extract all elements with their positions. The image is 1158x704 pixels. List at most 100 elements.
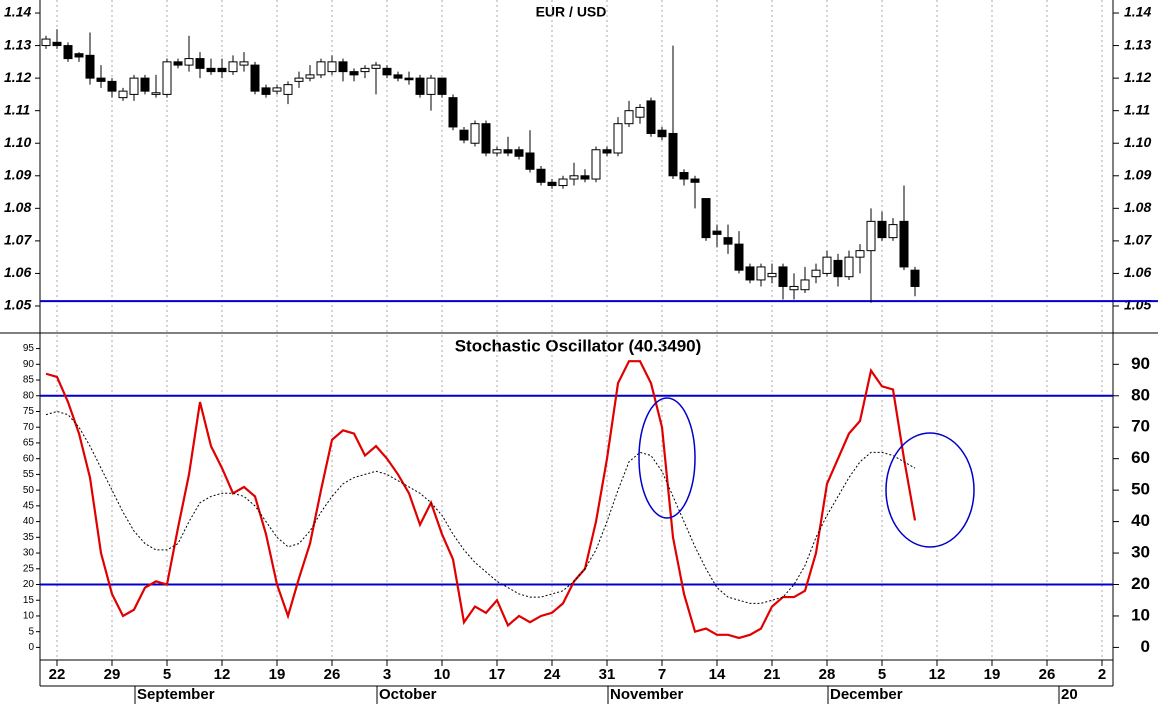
- month-label: October: [379, 686, 437, 703]
- y-tick-label: 25: [23, 563, 35, 574]
- y-tick-label: 55: [23, 469, 35, 480]
- candle-body: [668, 132, 678, 177]
- y-tick-label: 40: [23, 516, 35, 527]
- x-tick-label: 5: [163, 666, 171, 683]
- x-tick-label: 12: [214, 666, 231, 683]
- candle-body: [899, 220, 909, 268]
- month-label: December: [830, 686, 903, 703]
- candle-body: [646, 100, 656, 134]
- candle-body: [250, 64, 260, 92]
- candle-body: [228, 61, 238, 73]
- y-tick-label-right: 1.12: [1124, 69, 1151, 85]
- y-tick-label: 35: [23, 532, 35, 543]
- price-title: EUR / USD: [536, 4, 607, 20]
- x-tick-label: 14: [709, 666, 726, 683]
- candle-body: [349, 71, 359, 76]
- candle-body: [261, 87, 271, 95]
- y-tick-label: 0: [28, 642, 34, 653]
- y-tick-label: 1.12: [4, 69, 31, 85]
- oscillator-line: [45, 360, 917, 640]
- y2-tick-label: 0: [1141, 637, 1150, 656]
- y-tick-label: 1.08: [4, 199, 31, 215]
- x-tick-label: 2: [1098, 666, 1106, 683]
- x-tick-label: 31: [599, 666, 616, 683]
- y-tick-label: 75: [23, 406, 35, 417]
- candle-body: [96, 77, 106, 82]
- candle-body: [217, 67, 227, 73]
- y-tick-label: 65: [23, 438, 35, 449]
- candle-body: [52, 41, 62, 47]
- y-tick-label: 5: [28, 626, 34, 637]
- candle-body: [426, 77, 436, 95]
- highlight-circle: [638, 397, 696, 519]
- y-tick-label: 80: [23, 390, 35, 401]
- y-tick-label: 70: [23, 422, 35, 433]
- candle-body: [635, 106, 645, 118]
- x-tick-label: 28: [819, 666, 836, 683]
- x-tick-label: 17: [489, 666, 506, 683]
- candle-body: [283, 84, 293, 95]
- y-tick-label: 1.14: [4, 4, 31, 20]
- y-tick-label: 1.10: [4, 134, 31, 150]
- y2-tick-label: 70: [1131, 417, 1150, 436]
- month-label: September: [137, 686, 215, 703]
- candle-body: [294, 77, 304, 82]
- y-tick-label: 15: [23, 595, 35, 606]
- candle-body: [360, 67, 370, 73]
- y-tick-label: 50: [23, 485, 35, 496]
- candle-body: [767, 272, 777, 278]
- candle-body: [811, 269, 821, 278]
- y-tick-label: 60: [23, 453, 35, 464]
- candle-body: [492, 149, 502, 154]
- candle-body: [756, 266, 766, 281]
- y-tick-label: 1.11: [4, 101, 30, 117]
- candle-body: [833, 259, 843, 278]
- x-tick-label: 3: [383, 666, 391, 683]
- y-tick-label-right: 1.14: [1124, 4, 1151, 20]
- x-tick-label: 22: [49, 666, 66, 683]
- candle-body: [338, 61, 348, 73]
- candle-body: [525, 152, 535, 170]
- candle-body: [470, 123, 480, 144]
- candle-body: [206, 67, 216, 73]
- y2-tick-label: 90: [1131, 354, 1150, 373]
- candle-body: [745, 266, 755, 281]
- y-tick-label-right: 1.05: [1124, 297, 1151, 313]
- candle-body: [85, 54, 95, 79]
- candle-body: [305, 74, 315, 79]
- y-tick-label: 95: [23, 343, 35, 354]
- candle-body: [723, 237, 733, 245]
- y-tick-label: 1.06: [4, 264, 31, 280]
- candle-body: [712, 230, 722, 235]
- y-tick-label: 1.13: [4, 36, 31, 52]
- candle-body: [382, 67, 392, 76]
- candle-body: [118, 90, 128, 99]
- candle-body: [63, 45, 73, 60]
- candle-body: [536, 168, 546, 183]
- y-tick-label: 10: [23, 611, 35, 622]
- y2-tick-label: 60: [1131, 448, 1150, 467]
- plot-layer: 22 29 5 12 19 26 3 10 17 24 31 7 14 21 28 5 12 19 26 2 Septe…: [4, 0, 1158, 704]
- oscillator-line: [45, 410, 916, 604]
- candle-body: [371, 64, 381, 69]
- y-tick-label: 1.09: [4, 166, 31, 182]
- candle-body: [41, 38, 51, 47]
- candle-body: [393, 74, 403, 79]
- y-tick-label: 20: [23, 579, 35, 590]
- candle-body: [591, 149, 601, 180]
- x-tick-label: 29: [104, 666, 121, 683]
- candle-body: [459, 129, 469, 141]
- candle-body: [855, 250, 865, 258]
- x-tick-label: 26: [1039, 666, 1056, 683]
- y-tick-label-right: 1.10: [1124, 134, 1151, 150]
- x-tick-label: 24: [544, 666, 561, 683]
- y2-tick-label: 20: [1131, 574, 1150, 593]
- x-tick-label: 5: [878, 666, 886, 683]
- candle-body: [569, 175, 579, 180]
- y-tick-label: 85: [23, 375, 35, 386]
- candle-body: [800, 279, 810, 291]
- candle-body: [514, 149, 524, 157]
- x-tick-label: 19: [984, 666, 1001, 683]
